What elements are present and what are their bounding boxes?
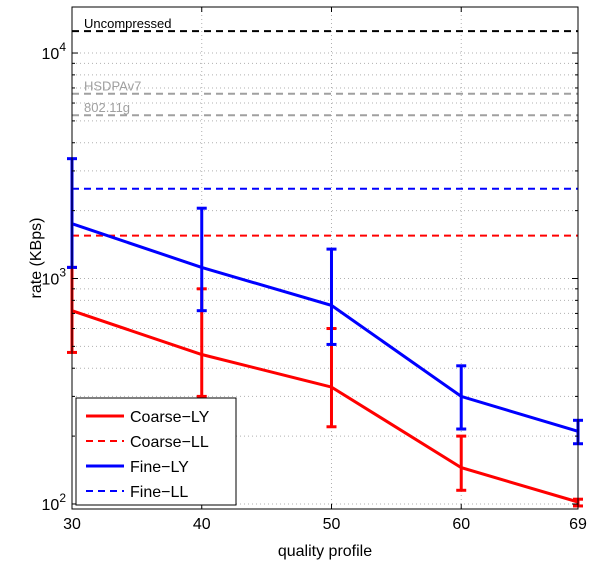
legend-label: Coarse−LY <box>130 409 210 426</box>
data-series <box>67 157 583 508</box>
plot-frame <box>71 6 579 510</box>
x-tick-label: 30 <box>63 516 81 533</box>
reference-line-label: 802.11g <box>84 100 130 115</box>
legend: Coarse−LY Coarse−LL Fine−LY Fine−LL <box>75 397 237 506</box>
x-tick-label: 69 <box>569 516 587 533</box>
error-bar <box>456 364 467 431</box>
legend-label: Fine−LL <box>130 484 188 501</box>
y-tick-label: 104 <box>42 40 67 63</box>
y-tick-label: 102 <box>42 491 67 514</box>
reference-line-label: Uncompressed <box>84 16 171 31</box>
x-tick-label: 40 <box>193 516 211 533</box>
axes: 30 40 50 60 69 102 103 104 <box>42 7 587 533</box>
reference-lines: Uncompressed HSDPAv7 802.11g <box>72 16 578 117</box>
x-tick-label: 50 <box>323 516 341 533</box>
y-tick-label: 103 <box>42 266 67 289</box>
y-axis-title: rate (KBps) <box>28 218 45 299</box>
legend-label: Fine−LY <box>130 459 189 476</box>
x-axis-title: quality profile <box>278 543 372 560</box>
error-bar <box>196 206 207 313</box>
error-bar <box>326 247 337 346</box>
legend-label: Coarse−LL <box>130 434 209 451</box>
error-bar <box>456 434 467 492</box>
grid-lines <box>72 7 578 509</box>
x-tick-label: 60 <box>452 516 470 533</box>
reference-line-label: HSDPAv7 <box>84 79 141 94</box>
